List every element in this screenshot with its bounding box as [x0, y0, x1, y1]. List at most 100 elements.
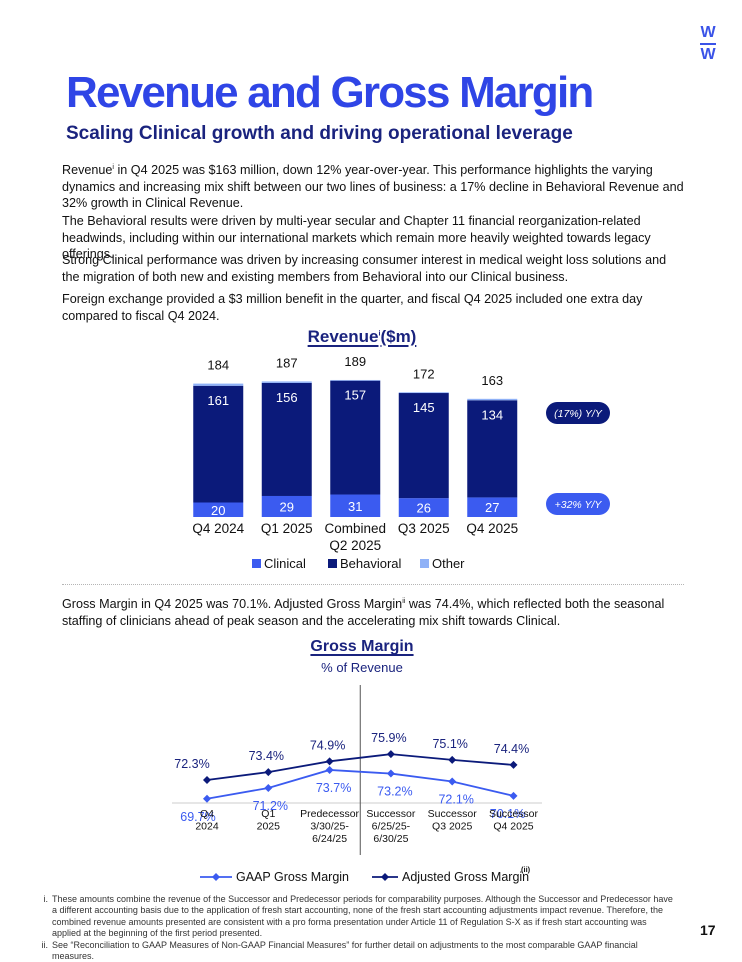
clinical-value-label: 20	[211, 503, 225, 518]
footnote-i-text: These amounts combine the revenue of the…	[52, 894, 673, 939]
adjusted-point	[448, 755, 457, 764]
adjusted-value-label: 75.9%	[371, 731, 406, 745]
bar-clinical	[467, 497, 518, 517]
bar-clinical	[330, 494, 381, 517]
total-value-label: 163	[481, 373, 503, 388]
legend-label-other: Other	[432, 556, 465, 571]
series-line-gaap-gross-margin	[206, 769, 514, 800]
page-subtitle: Scaling Clinical growth and driving oper…	[66, 123, 573, 144]
bar-behavioral	[193, 385, 244, 503]
category-label: Successor	[428, 808, 478, 820]
legend-label-clinical: Clinical	[264, 556, 306, 571]
logo-letter-top: W	[700, 24, 716, 41]
footnote-ii: ii. See “Reconciliation to GAAP Measures …	[36, 940, 676, 962]
logo-letter-bottom: W	[700, 46, 716, 63]
revenue-chart: 20 161 184 Q4 2024 29 156 187 Q1 2025 31 157 189 Co…	[192, 354, 610, 571]
adjusted-point	[386, 750, 395, 759]
bar-behavioral	[398, 393, 449, 499]
gaap-point	[264, 783, 273, 792]
category-label: 2024	[195, 821, 219, 833]
brand-logo: W W	[697, 24, 719, 64]
bar-other	[467, 398, 518, 401]
legend-marker-gaap	[212, 873, 220, 881]
adjusted-point	[203, 776, 211, 785]
bar-behavioral	[467, 400, 518, 498]
category-label: 2025	[257, 821, 281, 833]
yoy-label-behavioral: (17%) Y/Y	[554, 408, 603, 420]
footnotes: i. These amounts combine the revenue of t…	[36, 894, 676, 962]
footnote-i-mark: i.	[43, 894, 49, 904]
behavioral-value-label: 156	[276, 390, 298, 405]
category-label: Q4 2024	[192, 521, 244, 536]
gaap-value-label: 70.1%	[490, 807, 525, 821]
yoy-badge-clinical	[546, 493, 610, 515]
behavioral-value-label: 157	[344, 388, 366, 403]
gaap-point	[386, 769, 395, 778]
gross-margin-paragraph-body: was 74.4%, which reflected both the seas…	[62, 597, 665, 628]
legend-label-adjusted: Adjusted Gross Margin	[402, 870, 529, 884]
gross-margin-title-text: Gross Margin	[310, 638, 414, 655]
yoy-badge-behavioral	[546, 402, 610, 424]
gross-margin-paragraph-lead: Gross Margin in Q4 2025 was 70.1%. Adjus…	[62, 597, 403, 611]
category-label: Q1 2025	[261, 521, 313, 536]
behavioral-value-label: 134	[481, 407, 503, 422]
clinical-value-label: 27	[485, 500, 499, 515]
revenue-paragraph: Revenuei in Q4 2025 was $163 million, do…	[62, 162, 684, 212]
adjusted-point	[325, 757, 334, 766]
total-value-label: 184	[207, 358, 229, 373]
gross-margin-chart-title: Gross Margin	[262, 638, 462, 656]
category-label: Q3 2025	[432, 821, 472, 833]
category-label: Q4 2025	[466, 521, 518, 536]
adjusted-value-label: 72.3%	[174, 757, 209, 771]
gaap-point	[448, 777, 457, 786]
bar-clinical	[261, 495, 312, 517]
legend-swatch-clinical	[252, 559, 261, 568]
revenue-chart-title-sup: i	[378, 330, 381, 338]
adjusted-value-label: 74.4%	[494, 742, 529, 756]
fx-paragraph: Foreign exchange provided a $3 million b…	[62, 292, 643, 323]
category-label: 3/30/25-	[310, 821, 349, 833]
category-label: Q2 2025	[329, 538, 381, 553]
category-label: Q3 2025	[398, 521, 450, 536]
bar-other	[330, 379, 381, 381]
legend-marker-adjusted	[381, 873, 389, 881]
category-label: Combined	[324, 521, 386, 536]
clinical-value-label: 31	[348, 499, 362, 514]
gaap-value-label: 72.1%	[438, 792, 473, 806]
clinical-value-label: 29	[280, 499, 294, 514]
footnote-i: i. These amounts combine the revenue of t…	[36, 894, 676, 940]
category-label: 6/30/25	[373, 833, 408, 845]
revenue-chart-title-text: Revenue	[307, 327, 379, 346]
category-label: 6/25/25-	[372, 821, 411, 833]
gaap-value-label: 73.7%	[316, 781, 351, 795]
adjusted-value-label: 74.9%	[310, 738, 345, 752]
footnote-ref-i: i	[112, 163, 114, 171]
legend-footnote-ref: (ii)	[521, 865, 531, 874]
behavioral-value-label: 145	[413, 400, 435, 415]
yoy-label-clinical: +32% Y/Y	[555, 499, 603, 511]
logo-divider	[700, 43, 716, 45]
footnote-ref-ii: ii	[402, 597, 406, 605]
category-label: Predecessor	[300, 808, 359, 820]
adjusted-point	[509, 760, 518, 769]
category-label: Q4 2025	[493, 821, 533, 833]
category-label: Q4	[200, 808, 214, 820]
gaap-value-label: 73.2%	[377, 785, 412, 799]
clinical-value-label: 26	[417, 501, 431, 516]
page-number: 17	[700, 922, 716, 938]
category-label: 6/24/25	[312, 833, 347, 845]
bar-behavioral	[261, 382, 312, 496]
total-value-label: 187	[276, 355, 298, 370]
bar-behavioral	[330, 380, 381, 495]
gaap-point	[325, 765, 334, 774]
gaap-point	[203, 794, 211, 803]
clinical-paragraph: Strong Clinical performance was driven b…	[62, 253, 667, 284]
legend-label-behavioral: Behavioral	[340, 556, 402, 571]
footnote-ii-text: See “Reconciliation to GAAP Measures of …	[52, 939, 638, 962]
behavioral-paragraph: The Behavioral results were driven by mu…	[62, 214, 651, 261]
revenue-chart-title: Revenuei($m)	[262, 327, 462, 347]
page-title: Revenue and Gross Margin	[66, 68, 594, 117]
bar-other	[193, 383, 244, 386]
category-label: Successor	[366, 808, 416, 820]
